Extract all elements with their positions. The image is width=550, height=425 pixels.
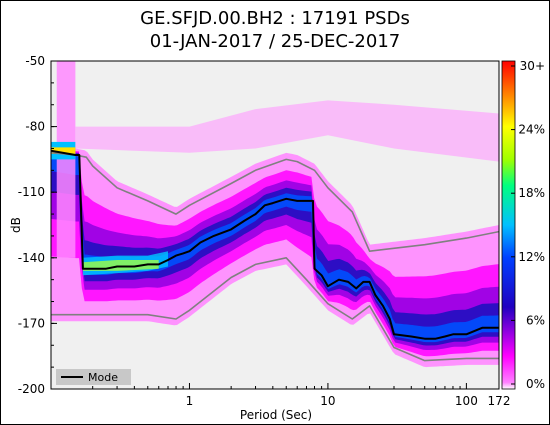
noise-model-low-line <box>51 256 499 362</box>
axes-layer: -50 -80 -110 -140 -170 -200 1 10 100 172 Period (S… <box>9 54 510 422</box>
density-spike-peak <box>51 147 76 154</box>
x-tick-label: 172 <box>488 394 511 408</box>
colorbar-tick-label: 30+ <box>520 59 545 73</box>
legend-mode-label: Mode <box>88 371 118 384</box>
y-tick-label: -110 <box>18 185 45 199</box>
y-tick-label: -50 <box>25 54 45 68</box>
legend: Mode <box>56 369 131 385</box>
density-upper-scatter <box>75 100 499 162</box>
colorbar-tick-label: 0% <box>526 377 545 391</box>
legend-box <box>56 369 131 385</box>
density-band-3 <box>51 149 499 346</box>
plot-border <box>50 60 500 390</box>
y-tick-label: -170 <box>18 316 45 330</box>
series-layer <box>51 149 499 362</box>
y-tick-label: -200 <box>18 382 45 396</box>
mode-line <box>51 149 499 340</box>
y-axis-label: dB <box>9 217 23 233</box>
colorbar-tick-label: 12% <box>518 250 545 264</box>
colorbar-border <box>501 60 516 390</box>
x-tick-label: 100 <box>455 394 478 408</box>
colorbar-tick-label: 18% <box>518 186 545 200</box>
colorbar-gradient <box>502 61 515 389</box>
x-tick-label: 10 <box>320 394 335 408</box>
chart-subtitle: 01-JAN-2017 / 25-DEC-2017 <box>149 31 401 52</box>
x-tick-label: 1 <box>186 394 194 408</box>
x-axis-label: Period (Sec) <box>240 408 312 422</box>
colorbar: 30+ 24% 18% 12% 6% 0% <box>501 59 545 391</box>
colorbar-tick-label: 6% <box>526 313 545 327</box>
chart-title: GE.SFJD.00.BH2 : 17191 PSDs <box>140 8 410 29</box>
y-tick-label: -80 <box>25 120 45 134</box>
noise-model-high-line <box>51 152 499 252</box>
y-tick-label: -140 <box>18 251 45 265</box>
density-band-4 <box>51 150 499 343</box>
colorbar-tick-label: 24% <box>518 123 545 137</box>
